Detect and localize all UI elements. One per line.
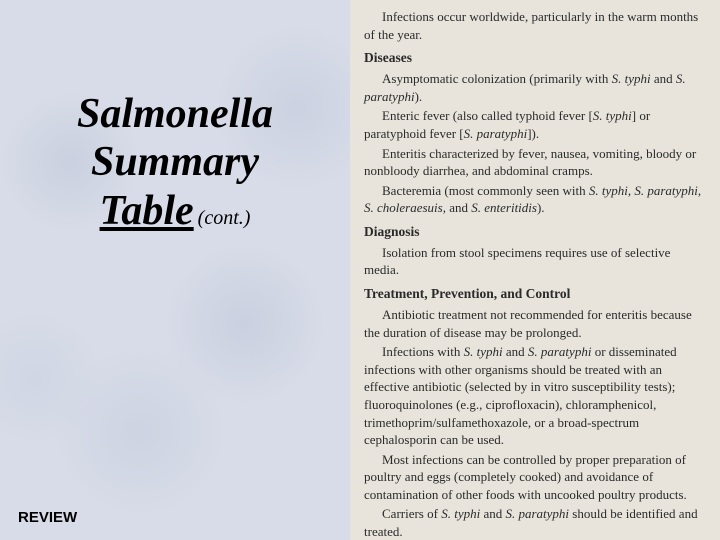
title-line-3: Table (cont.) <box>30 187 320 235</box>
body-paragraph: Infections with S. typhi and S. paratyph… <box>364 343 706 448</box>
intro-para: Infections occur worldwide, particularly… <box>364 8 706 43</box>
body-paragraph: Carriers of S. typhi and S. paratyphi sh… <box>364 505 706 540</box>
body-paragraph: Isolation from stool specimens requires … <box>364 244 706 279</box>
title-line-2: Summary <box>30 138 320 186</box>
body-paragraph: Most infections can be controlled by pro… <box>364 451 706 504</box>
body-paragraph: Antibiotic treatment not recommended for… <box>364 306 706 341</box>
body-paragraph: Enteritis characterized by fever, nausea… <box>364 145 706 180</box>
title-line-1: Salmonella <box>30 90 320 138</box>
body-paragraph: Enteric fever (also called typhoid fever… <box>364 107 706 142</box>
right-panel: Infections occur worldwide, particularly… <box>350 0 720 540</box>
section-heading: Treatment, Prevention, and Control <box>364 285 706 303</box>
section-heading: Diseases <box>364 49 706 67</box>
title-suffix: (cont.) <box>198 207 251 229</box>
body-paragraph: Bacteremia (most commonly seen with S. t… <box>364 182 706 217</box>
left-panel: Salmonella Summary Table (cont.) REVIEW <box>0 0 350 540</box>
section-heading: Diagnosis <box>364 223 706 241</box>
title-word: Table <box>100 188 194 234</box>
sections-container: Diseases Asymptomatic colonization (prima… <box>364 49 706 540</box>
review-label: REVIEW <box>18 509 77 526</box>
slide-title: Salmonella Summary Table (cont.) <box>0 90 350 235</box>
body-paragraph: Asymptomatic colonization (primarily wit… <box>364 70 706 105</box>
